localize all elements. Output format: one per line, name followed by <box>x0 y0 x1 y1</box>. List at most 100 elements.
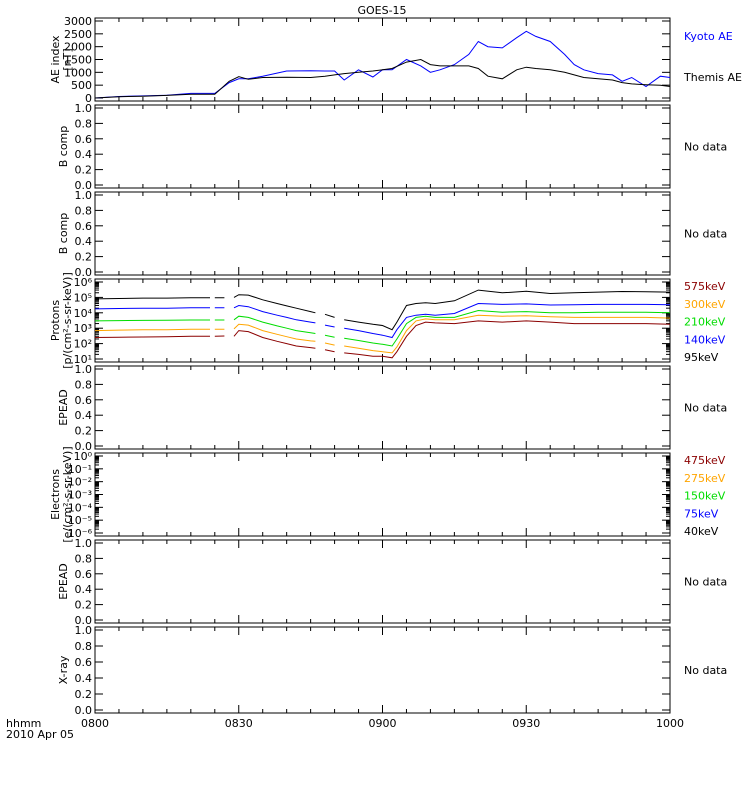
y-axis-label: EPEAD <box>57 389 70 426</box>
y-tick-label: 10³ <box>74 322 92 335</box>
y-tick-label: 0.2 <box>75 599 93 612</box>
y-axis-unit: [e/(cm²-s-sr-keV)] <box>61 446 74 542</box>
y-tick-label: 1500 <box>64 54 92 67</box>
y-tick-label: 0.4 <box>75 583 93 596</box>
series-line-575kev <box>94 320 671 359</box>
y-tick-label: 0.0 <box>75 440 93 453</box>
y-tick-label: 0.0 <box>75 704 93 717</box>
y-tick-label: 1.0 <box>75 102 93 115</box>
y-tick-label: 10² <box>74 338 92 351</box>
y-tick-label: 10⁶ <box>74 276 93 289</box>
y-tick-label: 2500 <box>64 28 92 41</box>
y-tick-label: 1.0 <box>75 624 93 637</box>
panel-frame <box>94 104 671 189</box>
y-tick-label: 0.6 <box>75 656 93 669</box>
legend-label: 150keV <box>684 490 726 503</box>
y-tick-label: 1.0 <box>75 363 93 376</box>
y-axis-label: X-ray <box>57 655 70 684</box>
y-tick-label: 3000 <box>64 15 92 28</box>
legend-label: Kyoto AE <box>684 30 733 43</box>
y-axis-unit: [p/(cm²-s-sr-keV)] <box>61 272 74 369</box>
y-tick-label: 0.2 <box>75 164 93 177</box>
no-data-label: No data <box>684 576 727 589</box>
legend-label: 210keV <box>684 316 726 329</box>
panel-frame <box>94 191 671 276</box>
no-data-label: No data <box>684 664 727 677</box>
y-tick-label: 500 <box>71 79 92 92</box>
chart-title: GOES-15 <box>357 4 406 17</box>
legend-label: 575keV <box>684 280 726 293</box>
y-axis-unit: [nT] <box>61 48 74 70</box>
y-axis-label: AE index <box>49 35 62 84</box>
x-tick-label: 0830 <box>225 717 253 730</box>
panel-b-comp-2: 0.0 0.2 0.4 0.6 0.8 1.0 B comp No data <box>57 189 727 279</box>
no-data-label: No data <box>684 228 727 241</box>
y-tick-label: 10⁴ <box>74 307 93 320</box>
y-tick-label: 10⁻³ <box>68 489 92 502</box>
y-tick-label: 0.6 <box>75 394 93 407</box>
y-tick-label: 0.4 <box>75 672 93 685</box>
no-data-label: No data <box>684 402 727 415</box>
y-tick-label: 0.0 <box>75 266 93 279</box>
y-tick-label: 10⁻⁵ <box>68 514 92 527</box>
series-line-300kev <box>94 314 671 354</box>
panel-epead-1: 0.0 0.2 0.4 0.6 0.8 1.0 EPEAD No data <box>57 363 727 453</box>
y-tick-label: 1.0 <box>75 189 93 202</box>
y-tick-label: 0.6 <box>75 568 93 581</box>
y-axis-label: Electrons <box>49 469 62 520</box>
date-label: 2010 Apr 05 <box>6 728 74 741</box>
legend-label: 300keV <box>684 298 726 311</box>
legend-label: 140keV <box>684 333 726 346</box>
y-axis-label: EPEAD <box>57 563 70 600</box>
y-tick-label: 10⁻² <box>68 476 92 489</box>
y-tick-label: 10¹ <box>74 353 92 366</box>
y-tick-label: 0.2 <box>75 251 93 264</box>
series-line-140kev <box>94 302 671 339</box>
y-tick-label: 1.0 <box>75 537 93 550</box>
y-axis-label: B comp <box>57 126 70 168</box>
series-line-95kev <box>94 289 671 331</box>
y-tick-label: 1000 <box>64 66 92 79</box>
panel-frame <box>94 17 671 102</box>
y-axis-label: Protons <box>49 300 62 341</box>
panel-frame <box>94 452 671 537</box>
panel-b-comp-1: 0.0 0.2 0.4 0.6 0.8 1.0 B comp No data <box>57 102 727 192</box>
y-tick-label: 0.6 <box>75 220 93 233</box>
time-unit-label: hhmm <box>6 717 41 730</box>
panel-frame <box>94 626 671 714</box>
y-tick-label: 10⁵ <box>74 291 92 304</box>
x-tick-label: 0800 <box>81 717 109 730</box>
y-tick-label: 10⁰ <box>74 450 93 463</box>
y-tick-label: 0.2 <box>75 688 93 701</box>
y-tick-label: 0.8 <box>75 204 93 217</box>
x-axis: 0800 0830 0900 0930 1000 <box>81 717 684 730</box>
y-tick-label: 0.8 <box>75 378 93 391</box>
series-line-themis-ae <box>94 58 671 99</box>
y-tick-label: 0.6 <box>75 133 93 146</box>
x-tick-label: 1000 <box>656 717 684 730</box>
y-tick-label: 0.8 <box>75 640 93 653</box>
legend-label: 95keV <box>684 351 719 364</box>
y-tick-label: 10⁻⁴ <box>68 501 93 514</box>
series-line-kyoto-ae <box>94 30 671 99</box>
y-tick-label: 0.8 <box>75 552 93 565</box>
panel-protons: 10¹ 10² 10³ 10⁴ 10⁵ 10⁶ Protons [p/(cm²-s-sr-ke… <box>49 272 726 369</box>
y-tick-label: 10⁻¹ <box>68 463 92 476</box>
legend-label: 75keV <box>684 507 719 520</box>
y-tick-label: 10⁻⁶ <box>68 527 93 540</box>
legend-label: 275keV <box>684 472 726 485</box>
panel-frame <box>94 539 671 624</box>
series-line-210kev <box>94 309 671 347</box>
legend-label: Themis AE <box>683 71 742 84</box>
y-tick-label: 0.4 <box>75 235 93 248</box>
y-tick-label: 0.0 <box>75 614 93 627</box>
x-tick-label: 0930 <box>512 717 540 730</box>
panel-epead-2: 0.0 0.2 0.4 0.6 0.8 1.0 EPEAD No data <box>57 537 727 627</box>
y-tick-label: 0.4 <box>75 148 93 161</box>
legend-label: 40keV <box>684 525 719 538</box>
no-data-label: No data <box>684 141 727 154</box>
